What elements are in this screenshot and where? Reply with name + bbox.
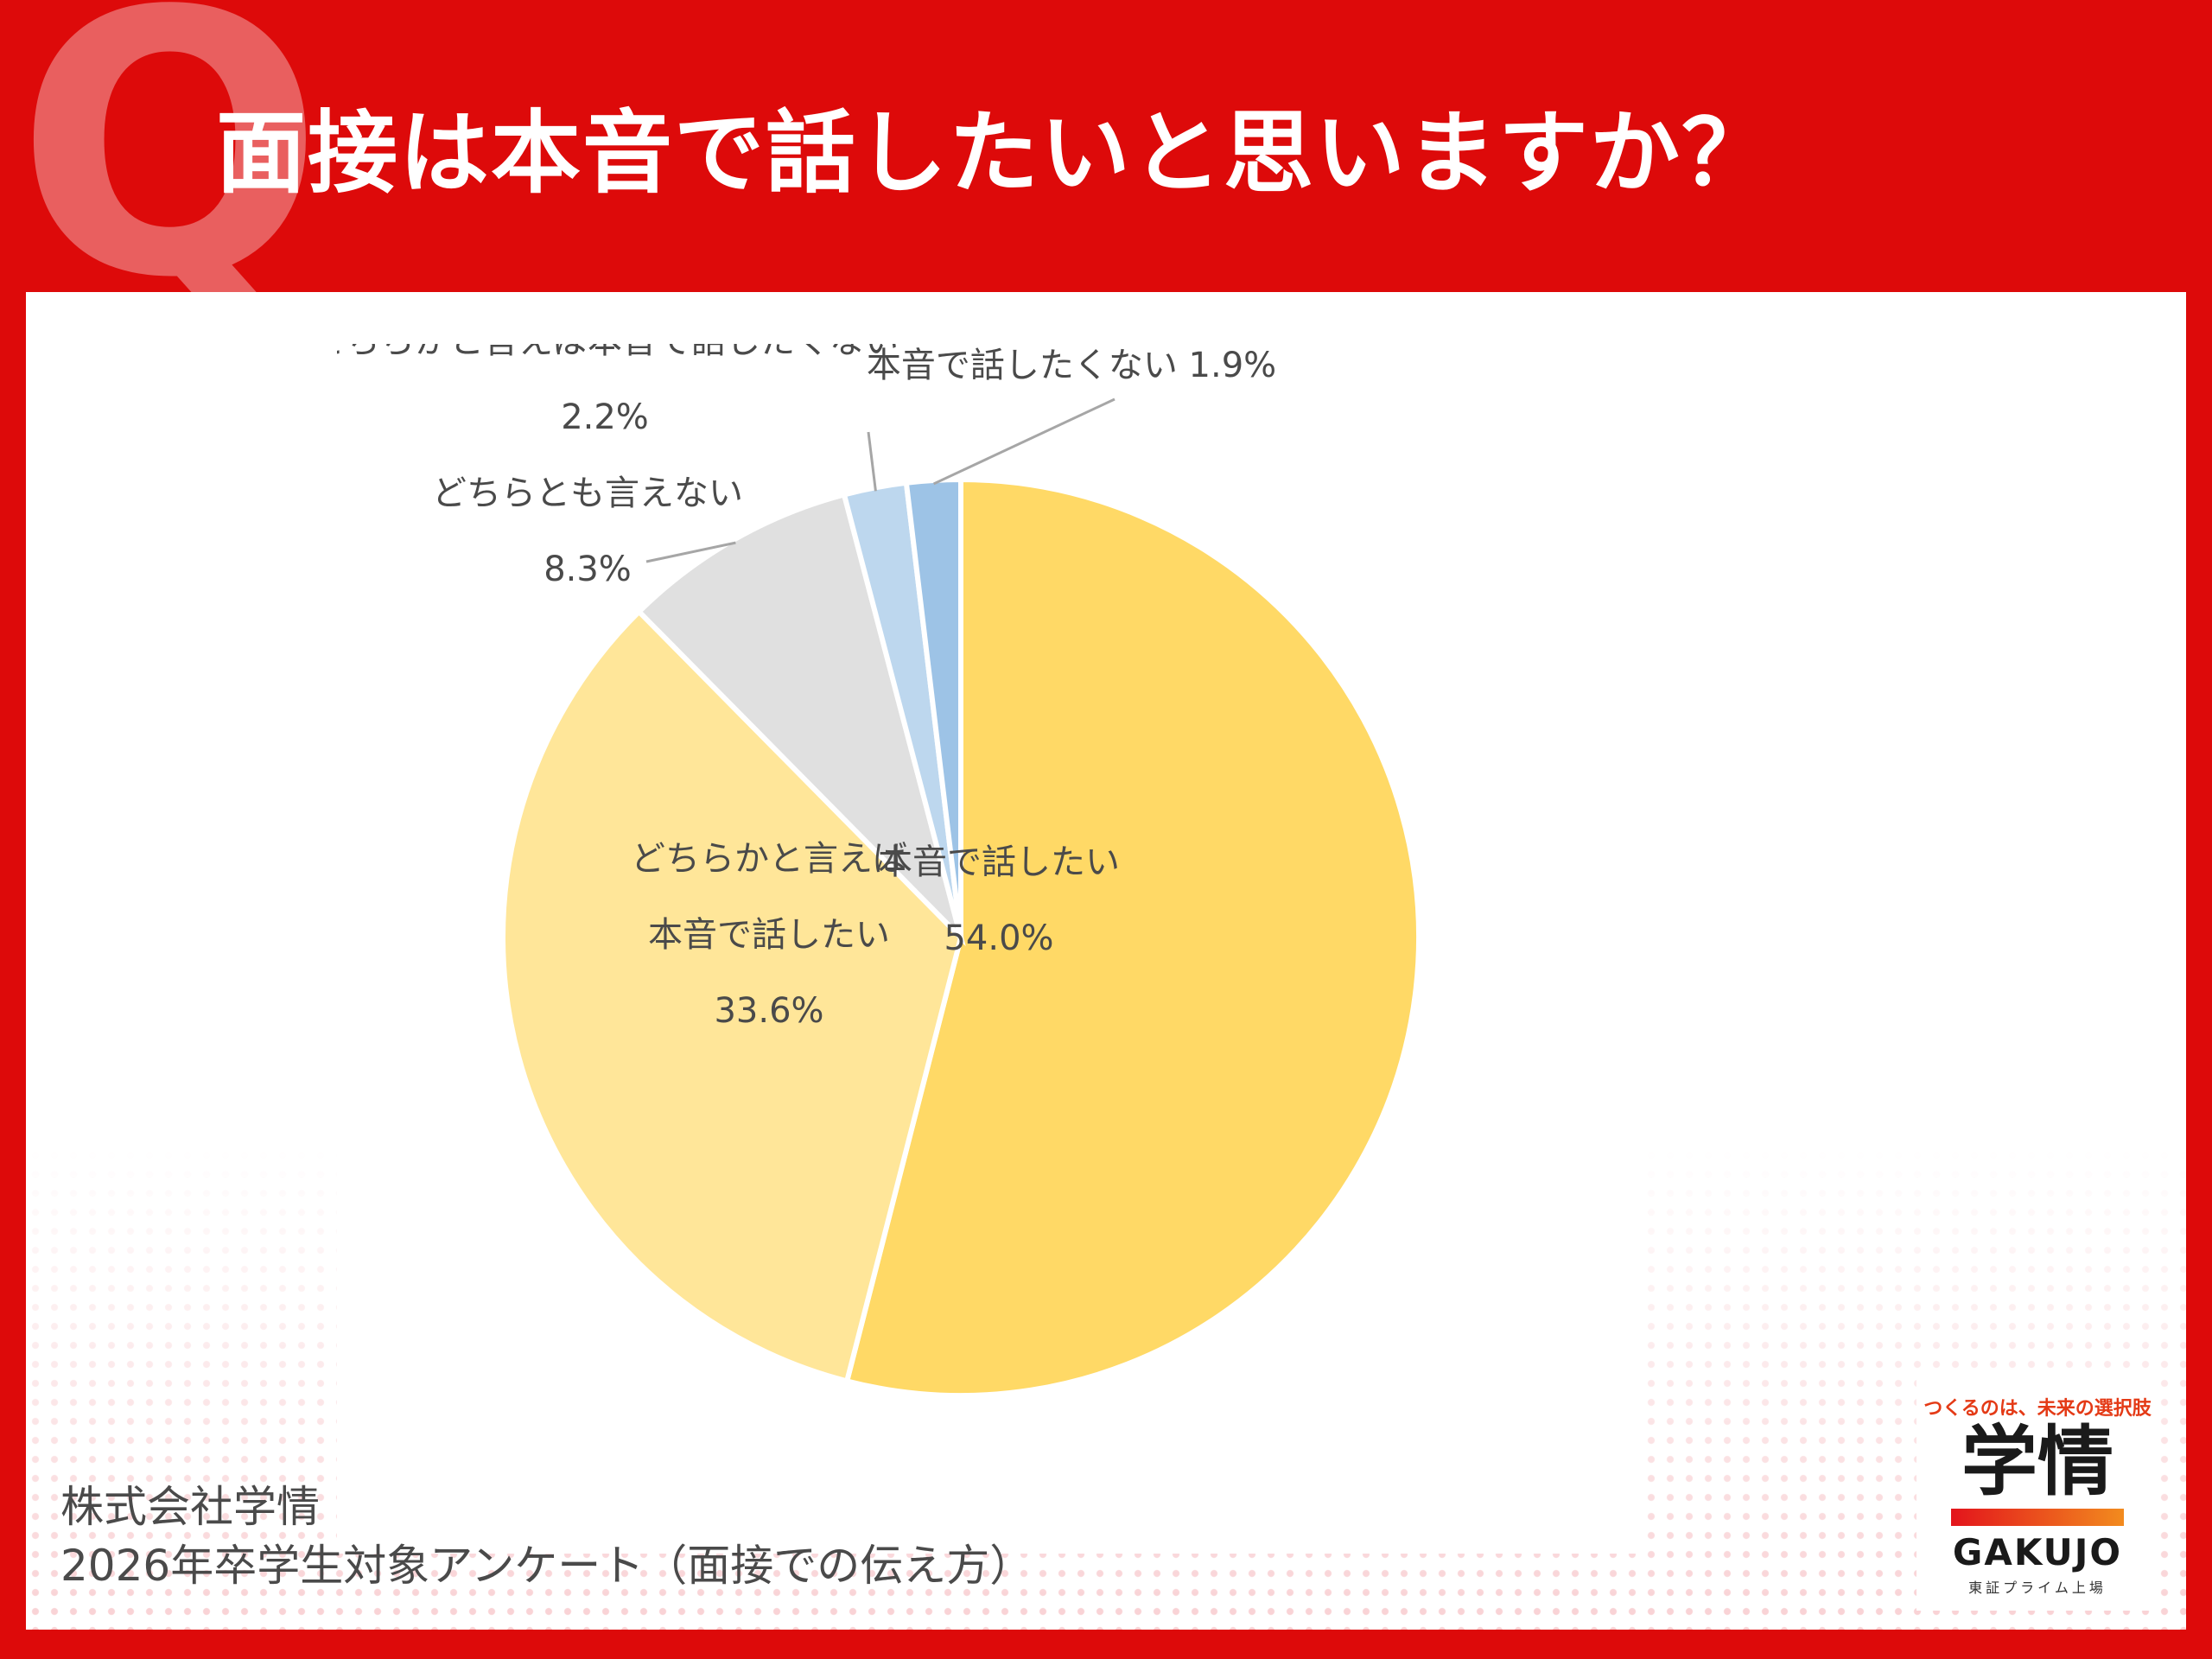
content-panel: 本音で話したい 54.0% どちらかと言えば本音で話したい 33.6% どちらとも言えな… (26, 292, 2186, 1630)
slice-label-3: どちらとも言えない 8.3% (432, 474, 743, 589)
source-company: 株式会社学情 (60, 1482, 320, 1532)
pie-slice-1 (843, 476, 1421, 1398)
gakujo-logo: つくるのは、未来の選択肢 学情 GAKUJO 東証プライム上場 (1916, 1377, 2158, 1611)
slice-label-2: どちらかと言えば本音で話したい 33.6% (631, 839, 907, 1031)
slice-label-5: 本音で話したくない 1.9% (867, 346, 1276, 385)
leader-line-3 (645, 541, 736, 563)
pie-slice-2 (500, 607, 964, 1385)
source-note: 株式会社学情 2026年卒学生対象アンケート（面接での伝え方） (60, 1478, 1033, 1595)
leader-line-4 (867, 431, 877, 492)
logo-name-en: GAKUJO (1952, 1531, 2123, 1573)
source-survey: 2026年卒学生対象アンケート（面接での伝え方） (60, 1541, 1033, 1591)
logo-sub: 東証プライム上場 (1968, 1580, 2107, 1596)
q-mark: Q (16, 0, 325, 358)
slice-label-1: 本音で話したい 54.0% (878, 842, 1120, 958)
pie-slice-5 (903, 476, 963, 938)
logo-gradient-bar (1951, 1509, 2124, 1526)
pie-chart: 本音で話したい 54.0%どちらかと言えば本音で話したい 33.6% どちらとも言えな… (337, 344, 1421, 1398)
logo-tagline: つくるのは、未来の選択肢 (1923, 1398, 2152, 1420)
page-title: 面接は本音で話したいと思いますか？ (216, 100, 1774, 206)
pie-slice-3 (635, 491, 966, 947)
leader-line-5 (932, 397, 1116, 486)
slice-label-4: どちらかと言えば本音で話したくない2.2% (337, 344, 899, 437)
chart-area: 本音で話したい 54.0% どちらかと言えば本音で話したい 33.6% どちらとも言えな… (337, 344, 1642, 1554)
logo-name-jp: 学情 (1961, 1417, 2113, 1506)
